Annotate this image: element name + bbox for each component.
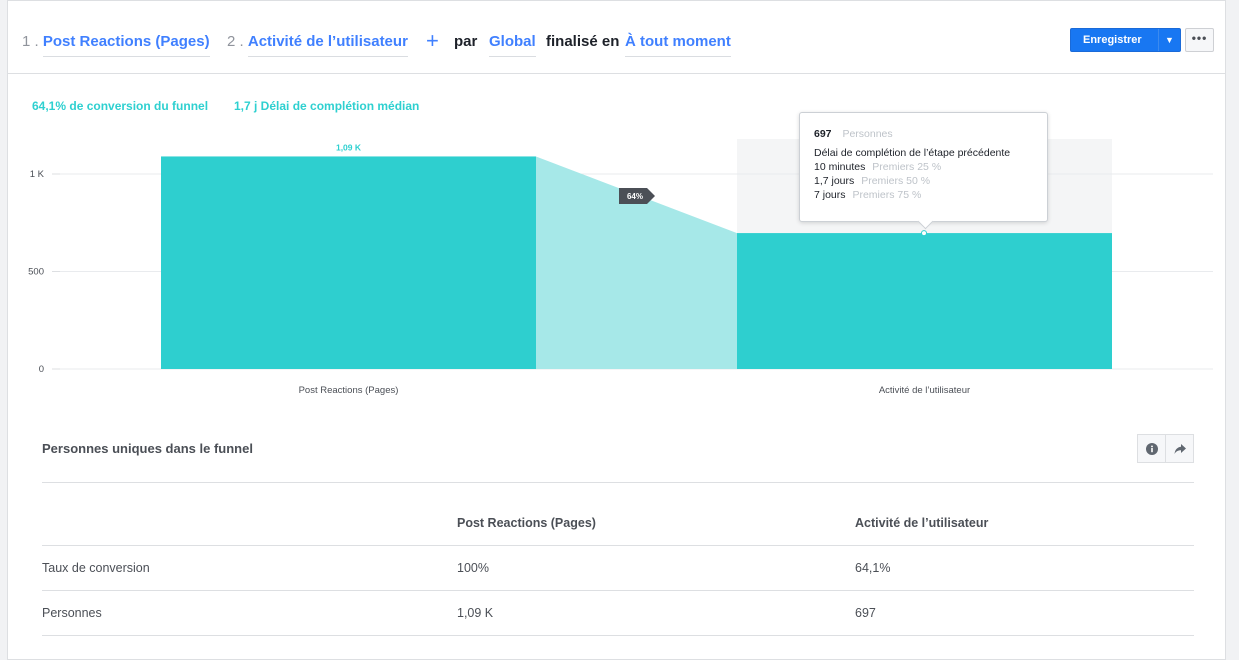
funnel-bar [161,156,536,369]
chevron-down-icon[interactable]: ▼ [1158,29,1180,51]
step-1-event-selector[interactable]: Post Reactions (Pages) [42,33,210,57]
plus-icon[interactable]: + [426,28,439,53]
y-tick-label: 1 K [30,169,45,180]
tooltip-row-label: Premiers 75 % [852,189,922,201]
tooltip-row: 7 jours Premiers 75 % [814,188,1033,202]
bar-data-label: 1,09 K [336,142,362,152]
funnel-toolbar: 1 . Post Reactions (Pages) 2 . Activité … [8,1,1225,74]
tooltip-row-label: Premiers 25 % [872,161,942,173]
tooltip-count-label: Personnes [842,128,893,140]
step-conversion-badge [619,188,655,204]
tooltip-row-value: 1,7 jours [814,175,855,187]
row-divider [42,545,1194,546]
funnel-step-2[interactable]: 2 . Activité de l’utilisateur [227,33,408,57]
table-cell: 100% [457,561,489,575]
tooltip-row: 10 minutes Premiers 25 % [814,160,1033,174]
time-window-value[interactable]: À tout moment [625,33,731,57]
tooltip-title: Délai de complétion de l’étape précédent… [814,147,1011,159]
tooltip-row-value: 7 jours [814,189,846,201]
tooltip-row: 1,7 jours Premiers 50 % [814,174,1033,188]
table-cell: 697 [855,606,876,620]
table-header-divider [42,482,1194,483]
row-divider [42,590,1194,591]
completed-label: finalisé en [546,33,620,50]
funnel-step-1[interactable]: 1 . Post Reactions (Pages) [22,33,210,57]
by-label: par [454,33,478,50]
share-icon[interactable] [1165,434,1194,463]
step-tooltip: 697 Personnes Délai de complétion de l’é… [799,112,1048,222]
step-2-event-selector[interactable]: Activité de l’utilisateur [247,33,408,57]
completed-in-label: finalisé en [546,33,619,50]
breakdown-value[interactable]: Global [489,33,536,57]
row-label: Taux de conversion [42,561,150,575]
table-title: Personnes uniques dans le funnel [42,441,253,456]
info-icon[interactable] [1137,434,1166,463]
column-header: Activité de l’utilisateur [855,516,989,530]
y-tick-label: 0 [39,364,44,375]
funnel-conversion-summary: 64,1% de conversion du funnel [32,99,209,113]
step-2-number: 2 . [227,33,244,50]
median-completion-summary: 1,7 j Délai de complétion médian [234,99,420,113]
tooltip-row-label: Premiers 50 % [861,175,931,187]
row-divider [42,635,1194,636]
table-cell: 64,1% [855,561,891,575]
column-header: Post Reactions (Pages) [457,516,596,530]
breakdown-selector[interactable]: Global [489,33,536,57]
step-conversion-label: 64% [627,192,643,201]
time-window-selector[interactable]: À tout moment [625,33,731,57]
tooltip-count-row: 697 Personnes [814,127,1033,141]
tooltip-count: 697 [814,128,832,140]
x-category-label: Post Reactions (Pages) [299,385,399,396]
hover-point [921,230,927,237]
funnel-chart: 0 500 1 K 1,09 K Post Reactions (Pages) Activ… [28,139,1213,396]
save-button[interactable]: Enregistrer ▼ [1070,28,1181,52]
save-button-label: Enregistrer [1083,34,1142,46]
funnel-bar [737,233,1112,369]
table-cell: 1,09 K [457,606,494,620]
step-1-number: 1 . [22,33,39,50]
y-tick-label: 500 [28,267,44,278]
funnel-card: 1 . Post Reactions (Pages) 2 . Activité … [7,0,1226,660]
tooltip-row-value: 10 minutes [814,161,866,173]
breakdown-label: par [454,33,477,50]
x-category-label: Activité de l’utilisateur [879,385,970,396]
row-label: Personnes [42,606,102,620]
step-connector [536,156,737,369]
more-options-button[interactable]: ••• [1185,28,1214,52]
